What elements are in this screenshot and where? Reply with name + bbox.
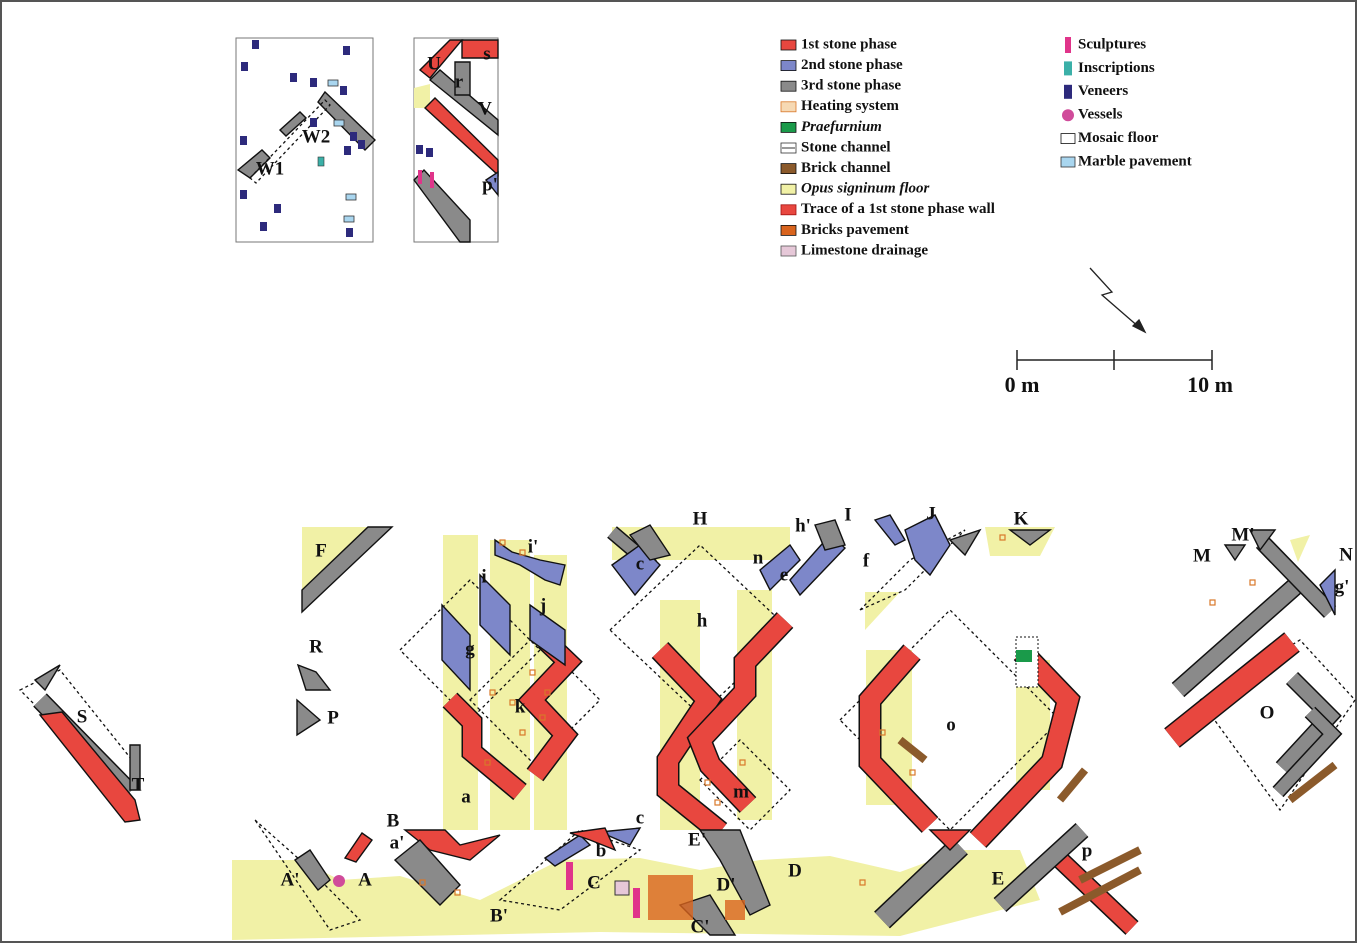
plan-label: a' xyxy=(390,832,405,853)
legend-label: Sculptures xyxy=(1078,36,1146,52)
legend-label: Stone channel xyxy=(801,139,891,155)
inset-label: r xyxy=(455,71,464,92)
plan-label: p xyxy=(1082,840,1093,861)
plan-label: a xyxy=(461,786,471,807)
legend-label: Limestone drainage xyxy=(801,242,928,258)
plan-label: D' xyxy=(717,874,736,895)
plan-label: E xyxy=(992,868,1005,889)
legend-label: Trace of a 1st stone phase wall xyxy=(801,201,995,217)
legend-label: 1st stone phase xyxy=(801,36,897,52)
legend-swatch xyxy=(1061,134,1075,144)
legend-swatch xyxy=(781,81,796,91)
plan-label: O xyxy=(1260,702,1275,723)
plan-label: S xyxy=(77,706,88,727)
plan-label: b xyxy=(596,840,607,861)
plan-label: h xyxy=(697,610,708,631)
plan-label: C' xyxy=(691,916,710,937)
plan-label: k xyxy=(515,696,526,717)
plan-label: D xyxy=(788,860,802,881)
scale-label: 10 m xyxy=(1187,372,1233,397)
legend-swatch xyxy=(1065,37,1071,53)
legend-label: Mosaic floor xyxy=(1078,130,1159,146)
plan-label: i' xyxy=(528,536,539,557)
plan-label: K xyxy=(1014,508,1029,529)
plan-label: m xyxy=(733,781,749,802)
legend-swatch xyxy=(781,102,796,112)
legend-swatch xyxy=(1061,157,1075,167)
legend-swatch xyxy=(1064,85,1072,99)
legend-swatch xyxy=(781,184,796,194)
plan-label: c xyxy=(636,553,644,574)
plan-label: A' xyxy=(281,869,300,890)
plan-label: P xyxy=(327,707,339,728)
plan-label: M' xyxy=(1231,524,1254,545)
legend-label: Opus signinum floor xyxy=(801,181,930,197)
legend-label: Vessels xyxy=(1078,107,1123,123)
plan-label: N xyxy=(1339,544,1353,565)
legend-swatch xyxy=(781,61,796,71)
plan-label: H xyxy=(693,508,708,529)
legend-label: Bricks pavement xyxy=(801,222,909,238)
plan-label: g xyxy=(465,638,475,659)
plan-label: g' xyxy=(1335,576,1350,597)
legend-swatch xyxy=(781,205,796,215)
plan-label: i xyxy=(481,566,486,587)
legend-label: Marble pavement xyxy=(1078,153,1192,169)
plan-label: M xyxy=(1193,545,1211,566)
plan-label: E' xyxy=(688,829,706,850)
plan-label: B' xyxy=(490,905,508,926)
inset-label: s xyxy=(483,43,490,64)
legend-label: Heating system xyxy=(801,98,899,114)
legend-swatch xyxy=(781,164,796,174)
plan-label: J xyxy=(926,503,936,524)
legend-swatch xyxy=(781,225,796,235)
inset-maps xyxy=(236,38,498,242)
legend-label: Brick channel xyxy=(801,160,891,176)
plan-label: o xyxy=(946,714,956,735)
plan-label: e xyxy=(780,564,788,585)
legend-label: 2nd stone phase xyxy=(801,57,903,73)
inset-label: V xyxy=(478,98,492,119)
plan-label: c xyxy=(636,807,644,828)
legend-swatch xyxy=(781,246,796,256)
plan-label: T xyxy=(132,774,145,795)
plan-label: j xyxy=(539,595,546,616)
scale-label: 0 m xyxy=(1005,372,1040,397)
legend-label: Veneers xyxy=(1078,83,1128,99)
legend-swatch xyxy=(781,40,796,50)
legend-swatch xyxy=(1062,109,1074,121)
legend-label: Inscriptions xyxy=(1078,60,1155,76)
plan-label: C xyxy=(587,872,601,893)
legend-label: 3rd stone phase xyxy=(801,78,901,94)
plan-label: B xyxy=(387,810,400,831)
plan-label: A xyxy=(358,869,372,890)
plan-label: I xyxy=(844,504,851,525)
plan-label: R xyxy=(309,636,323,657)
inset-label: W1 xyxy=(256,158,285,179)
legend-swatch xyxy=(781,122,796,132)
plan-label: F xyxy=(315,540,327,561)
inset-label: W2 xyxy=(302,126,331,147)
inset-label: p' xyxy=(482,174,498,195)
plan-label: n xyxy=(753,547,764,568)
inset-label: U xyxy=(427,53,441,74)
site-plan: UsrVp' W1 W2 1st stone phase 2nd stone phas… xyxy=(0,0,1357,943)
plan-label: h' xyxy=(795,515,811,536)
plan-label: f xyxy=(863,550,870,571)
legend-label: Praefurnium xyxy=(801,119,882,135)
legend-swatch xyxy=(1064,61,1072,75)
